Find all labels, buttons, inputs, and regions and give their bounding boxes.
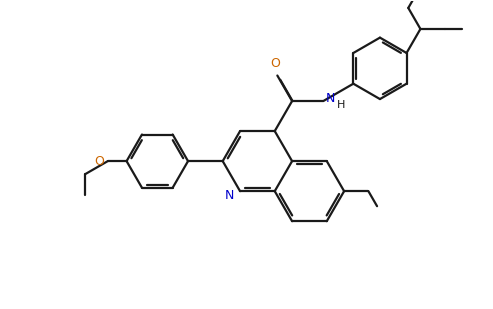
Text: O: O — [94, 154, 104, 167]
Text: O: O — [270, 57, 280, 70]
Text: H: H — [337, 100, 346, 110]
Text: N: N — [326, 92, 335, 105]
Text: N: N — [225, 188, 234, 202]
